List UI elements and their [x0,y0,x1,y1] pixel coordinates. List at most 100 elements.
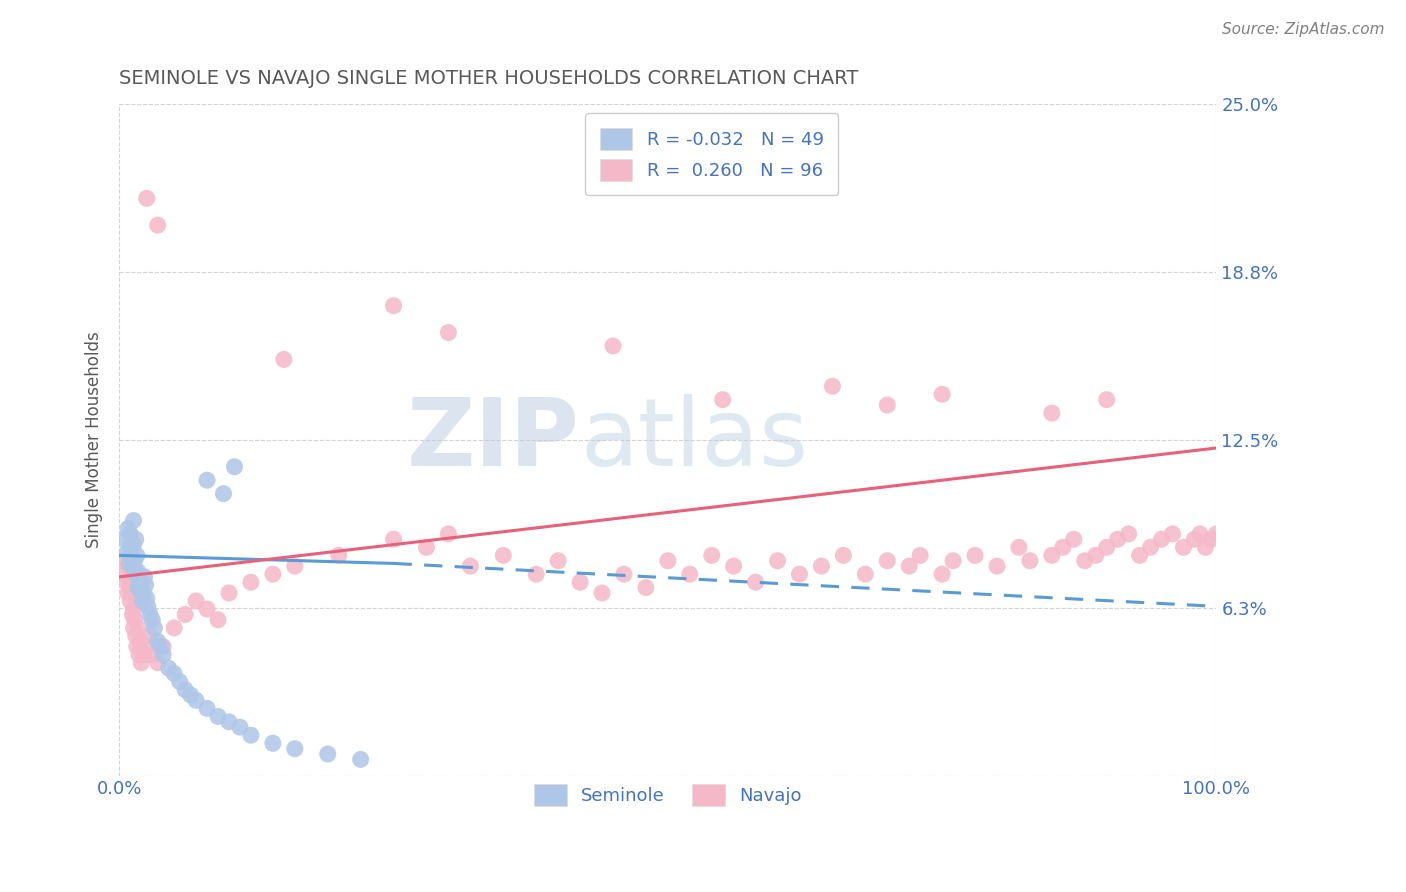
Point [122,513,145,527]
Point [547,554,569,568]
Point [986,559,1008,574]
Point [382,299,405,313]
Point [224,459,246,474]
Point [1150,533,1173,547]
Point [139,607,162,622]
Point [157,661,180,675]
Point [117,586,139,600]
Point [1118,527,1140,541]
Point [1084,549,1107,563]
Text: atlas: atlas [581,394,808,486]
Legend: Seminole, Navajo: Seminole, Navajo [527,777,808,814]
Point [284,741,307,756]
Point [1194,541,1216,555]
Point [120,586,142,600]
Point [1161,527,1184,541]
Point [135,578,157,592]
Point [679,567,702,582]
Point [700,549,723,563]
Point [1139,541,1161,555]
Point [152,648,174,662]
Point [657,554,679,568]
Text: Source: ZipAtlas.com: Source: ZipAtlas.com [1222,22,1385,37]
Point [207,709,229,723]
Point [146,634,169,648]
Point [239,575,262,590]
Point [1063,533,1085,547]
Point [821,379,844,393]
Point [437,527,460,541]
Point [810,559,832,574]
Point [122,621,145,635]
Point [129,656,152,670]
Point [143,621,166,635]
Point [1188,527,1211,541]
Point [218,586,240,600]
Point [125,549,148,563]
Point [180,688,202,702]
Point [120,573,142,587]
Point [122,538,145,552]
Point [120,541,142,555]
Point [115,575,138,590]
Point [602,339,624,353]
Point [382,533,405,547]
Point [350,752,373,766]
Point [127,581,149,595]
Point [125,533,148,547]
Point [163,621,186,635]
Point [120,594,142,608]
Point [174,607,197,622]
Point [218,714,240,729]
Point [141,613,163,627]
Point [125,594,148,608]
Point [121,607,143,622]
Point [139,629,162,643]
Point [569,575,592,590]
Point [146,656,169,670]
Point [120,527,142,541]
Point [129,583,152,598]
Point [711,392,734,407]
Point [1040,549,1063,563]
Point [212,486,235,500]
Point [1040,406,1063,420]
Text: ZIP: ZIP [408,394,581,486]
Point [128,648,150,662]
Point [114,533,136,547]
Point [316,747,339,761]
Point [195,701,218,715]
Point [135,191,157,205]
Point [437,326,460,340]
Point [184,594,207,608]
Point [174,682,197,697]
Point [121,559,143,574]
Y-axis label: Single Mother Households: Single Mother Households [86,332,103,549]
Point [492,549,515,563]
Point [524,567,547,582]
Point [118,557,141,571]
Point [239,728,262,742]
Point [169,674,191,689]
Point [1107,533,1129,547]
Point [744,575,766,590]
Point [135,640,157,654]
Point [1052,541,1074,555]
Point [125,629,148,643]
Point [723,559,745,574]
Point [117,559,139,574]
Point [942,554,965,568]
Point [460,559,482,574]
Point [129,634,152,648]
Point [163,666,186,681]
Point [229,720,252,734]
Point [898,559,921,574]
Point [128,573,150,587]
Point [115,546,138,560]
Point [1184,533,1206,547]
Point [634,581,657,595]
Point [129,575,152,590]
Point [114,554,136,568]
Point [284,559,307,574]
Point [931,567,953,582]
